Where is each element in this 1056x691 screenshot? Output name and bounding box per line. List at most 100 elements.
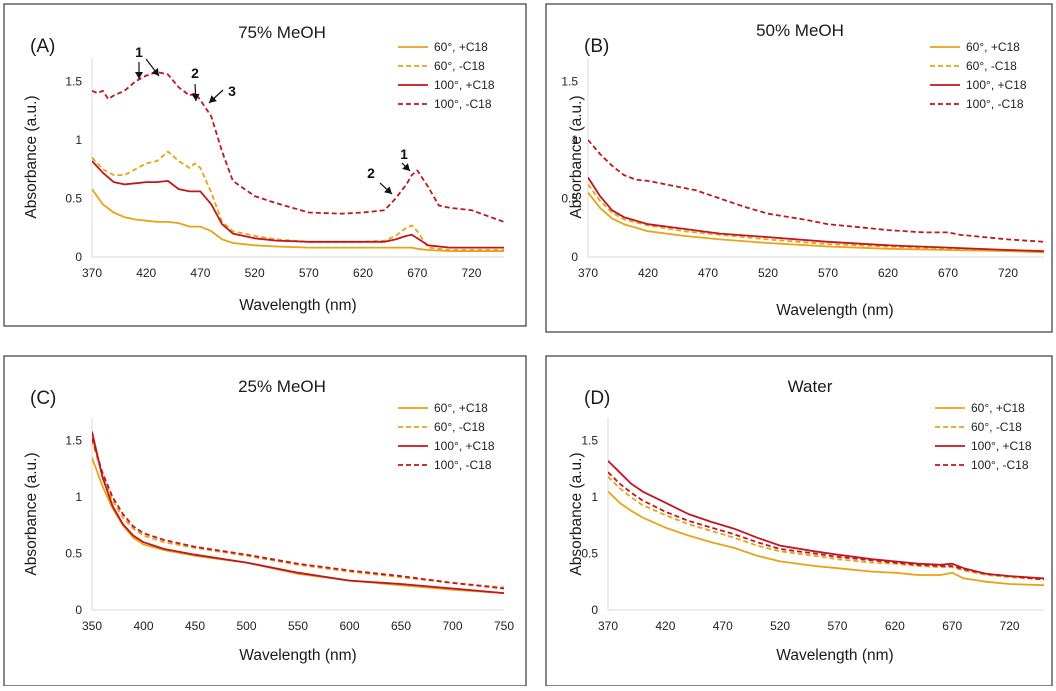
- x-tick-label: 650: [391, 619, 411, 633]
- panel-frame: [3, 3, 527, 327]
- y-tick-label: 0: [591, 603, 598, 617]
- y-tick-label: 1.5: [65, 434, 82, 448]
- peak-label: 3: [228, 83, 236, 99]
- x-tick-label: 620: [878, 266, 898, 280]
- y-tick-label: 1.5: [561, 74, 578, 88]
- legend-label: 100°, +C18: [971, 439, 1032, 453]
- x-tick-label: 420: [655, 619, 675, 633]
- x-tick-label: 670: [942, 619, 962, 633]
- y-axis-title: Absorbance (a.u.): [568, 452, 585, 575]
- x-axis-title: Wavelength (nm): [776, 647, 893, 664]
- x-tick-label: 520: [770, 619, 790, 633]
- legend-label: 100°, +C18: [966, 78, 1027, 92]
- series-line-3: [92, 160, 504, 249]
- x-tick-label: 520: [245, 266, 265, 280]
- x-tick-label: 570: [299, 266, 319, 280]
- legend-label: 60°, -C18: [434, 59, 485, 73]
- panel-2: 370 420 470 520 570 620 670 720 0 0.5 1 1.5 Waveleng…: [545, 3, 1053, 333]
- panel-title: 50% MeOH: [756, 21, 844, 40]
- annotation-arrowhead: [209, 95, 217, 103]
- legend-label: 100°, -C18: [971, 458, 1029, 472]
- y-axis-title: Absorbance (a.u.): [23, 452, 40, 575]
- panel-title: 75% MeOH: [238, 23, 326, 42]
- x-tick-label: 620: [353, 266, 373, 280]
- series-line-3: [92, 431, 504, 594]
- panel-1: 370 420 470 520 570 620 670 720 0 0.5 1 1.5 Waveleng…: [3, 3, 527, 327]
- x-tick-label: 570: [827, 619, 847, 633]
- x-axis-title: Wavelength (nm): [239, 647, 356, 664]
- panel-letter: (B): [584, 36, 609, 57]
- legend-label: 60°, +C18: [434, 401, 488, 415]
- legend: 60°, +C18 60°, -C18 100°, +C18 100°, -C18: [398, 40, 495, 111]
- series-line-3: [608, 460, 1044, 580]
- x-tick-label: 420: [136, 266, 156, 280]
- x-tick-label: 370: [82, 266, 102, 280]
- panel-letter: (C): [30, 388, 56, 409]
- x-tick-label: 420: [638, 266, 658, 280]
- x-tick-label: 370: [578, 266, 598, 280]
- legend-label: 100°, +C18: [434, 78, 495, 92]
- x-tick-label: 350: [82, 619, 102, 633]
- legend-label: 60°, +C18: [434, 40, 488, 54]
- x-tick-label: 520: [758, 266, 778, 280]
- y-tick-label: 1.5: [65, 74, 82, 88]
- panel-letter: (D): [584, 388, 610, 409]
- peak-label: 2: [191, 65, 199, 81]
- legend: 60°, +C18 60°, -C18 100°, +C18 100°, -C18: [398, 401, 495, 472]
- x-tick-label: 720: [461, 266, 481, 280]
- x-axis-title: Wavelength (nm): [239, 297, 356, 314]
- y-tick-label: 1.5: [581, 434, 598, 448]
- x-tick-label: 750: [494, 619, 514, 633]
- panel-frame: [545, 355, 1053, 687]
- legend-label: 100°, -C18: [966, 97, 1024, 111]
- x-tick-label: 720: [998, 266, 1018, 280]
- legend-label: 100°, -C18: [434, 458, 492, 472]
- y-tick-label: 0.5: [65, 547, 82, 561]
- x-tick-label: 570: [818, 266, 838, 280]
- panel-3: 350 400 450 500 550 600 650 700 750 0 0.5 1 1.5 Wavel…: [3, 355, 527, 687]
- peak-label: 1: [135, 44, 143, 60]
- legend-label: 60°, +C18: [966, 40, 1020, 54]
- x-tick-label: 370: [598, 619, 618, 633]
- x-tick-label: 670: [938, 266, 958, 280]
- y-tick-label: 1: [75, 490, 82, 504]
- x-axis-title: Wavelength (nm): [776, 302, 893, 319]
- legend-label: 60°, -C18: [434, 420, 485, 434]
- legend-label: 100°, +C18: [434, 439, 495, 453]
- series-line-1: [92, 188, 504, 252]
- series-line-2: [608, 476, 1044, 581]
- x-tick-label: 450: [185, 619, 205, 633]
- series-group: [608, 460, 1044, 587]
- y-tick-label: 0.5: [581, 547, 598, 561]
- y-axis-title: Absorbance (a.u.): [568, 95, 585, 218]
- x-tick-label: 700: [442, 619, 462, 633]
- series-line-4: [588, 139, 1044, 243]
- panel-title: Water: [788, 377, 833, 396]
- x-tick-label: 550: [288, 619, 308, 633]
- x-tick-label: 500: [236, 619, 256, 633]
- x-tick-label: 470: [713, 619, 733, 633]
- x-tick-label: 470: [190, 266, 210, 280]
- y-tick-label: 0: [571, 250, 578, 264]
- x-tick-label: 600: [339, 619, 359, 633]
- series-group: [588, 139, 1044, 254]
- legend-label: 60°, -C18: [971, 420, 1022, 434]
- series-group: [92, 431, 504, 594]
- annotation-arrowhead: [151, 68, 159, 76]
- series-line-1: [608, 490, 1044, 587]
- y-axis-title: Absorbance (a.u.): [23, 95, 40, 218]
- y-tick-label: 1: [75, 133, 82, 147]
- x-tick-label: 670: [407, 266, 427, 280]
- peak-label: 1: [400, 146, 408, 162]
- series-group: [92, 71, 504, 252]
- annotation-arrowhead: [402, 163, 410, 171]
- series-line-3: [588, 176, 1044, 252]
- series-line-4: [92, 438, 504, 590]
- x-tick-label: 620: [885, 619, 905, 633]
- annotation-arrowhead: [384, 186, 392, 194]
- series-line-1: [92, 457, 504, 594]
- y-tick-label: 0: [75, 250, 82, 264]
- legend-label: 60°, -C18: [966, 59, 1017, 73]
- x-tick-label: 400: [133, 619, 153, 633]
